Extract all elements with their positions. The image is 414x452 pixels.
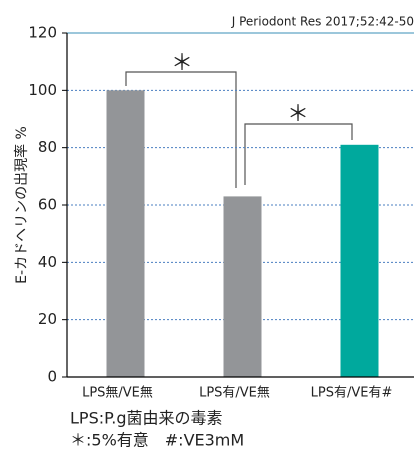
significance-bracket — [244, 123, 353, 185]
note: ＊:5%有意 #:VE3mM — [70, 431, 244, 450]
y-tick-label: 120 — [28, 24, 57, 42]
x-tick-label: LPS無/VE無 — [82, 386, 153, 401]
y-tick-label: 20 — [38, 310, 57, 328]
y-tick-label: 100 — [28, 81, 57, 99]
bar — [340, 144, 379, 377]
significance-mark: ＊ — [287, 102, 309, 127]
significance-bracket — [125, 71, 237, 188]
x-tick-label: LPS有/VE無 — [199, 386, 270, 401]
x-tick-label: LPS有/VE有# — [311, 386, 393, 401]
y-tick-label: 60 — [38, 196, 57, 214]
y-tick-label: 0 — [47, 368, 57, 386]
bar — [223, 196, 262, 377]
y-axis-label: E-カドヘリンの出現率 % — [13, 126, 30, 284]
y-tick-label: 40 — [38, 253, 57, 271]
note: LPS:P.g菌由来の毒素 — [70, 409, 223, 428]
y-tick-label: 80 — [38, 138, 57, 156]
source: J Periodont Res 2017;52:42-50 — [231, 15, 414, 29]
significance-mark: ＊ — [171, 51, 193, 76]
bar — [106, 90, 145, 377]
